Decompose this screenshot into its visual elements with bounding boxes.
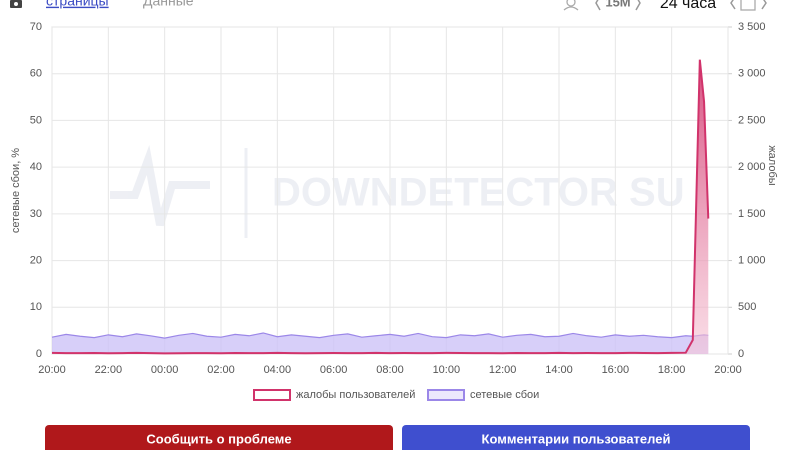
report-button-label[interactable]: Сообщить о проблеме	[146, 431, 291, 446]
y2-tick-label: 3 500	[738, 21, 766, 33]
calendar-icon[interactable]	[740, 0, 756, 11]
x-tick-label: 04:00	[264, 364, 292, 376]
x-tick-label: 20:00	[38, 364, 66, 376]
chart: DOWNDETECTOR SU 0 10 20 30 40 50 60 70 0 500 1 000 1…	[10, 21, 778, 401]
y2-tick-label: 3 000	[738, 68, 766, 80]
x-tick-label: 22:00	[95, 364, 123, 376]
y2-tick-label: 500	[738, 301, 756, 313]
y2-axis-label: жалобы	[766, 145, 778, 185]
comments-button-label[interactable]: Комментарии пользователей	[482, 431, 671, 446]
x-tick-label: 08:00	[376, 364, 404, 376]
chevron-right[interactable]	[635, 0, 641, 11]
legend-label: сетевые сбои	[470, 389, 539, 401]
y-tick-label: 70	[30, 21, 42, 33]
x-tick-label: 14:00	[545, 364, 573, 376]
y-tick-label: 60	[30, 68, 42, 80]
x-tick-label: 06:00	[320, 364, 348, 376]
series-line	[51, 332, 709, 339]
y-tick-label: 0	[36, 348, 42, 360]
series-line	[51, 59, 710, 355]
comments-button[interactable]	[402, 425, 750, 450]
x-tick-label: 02:00	[207, 364, 235, 376]
legend-swatch	[427, 389, 465, 401]
x-tick-label: 00:00	[151, 364, 179, 376]
legend-label: жалобы пользователей	[296, 389, 415, 401]
x-tick-label: 18:00	[658, 364, 686, 376]
legend-swatch	[253, 389, 291, 401]
user-icon[interactable]	[563, 0, 579, 11]
camera-icon[interactable]	[10, 0, 22, 8]
watermark-logo	[110, 145, 210, 227]
interval: 15M	[605, 0, 630, 9]
tab[interactable]: страницы	[46, 0, 109, 9]
tab[interactable]: Данные	[143, 0, 194, 9]
y2-tick-label: 1 000	[738, 254, 766, 266]
y2-tick-label: 1 500	[738, 208, 766, 220]
y2-tick-label: 2 000	[738, 161, 766, 173]
y-tick-label: 10	[30, 301, 42, 313]
x-tick-label: 10:00	[433, 364, 461, 376]
watermark: DOWNDETECTOR SU	[110, 145, 685, 238]
y-tick-label: 20	[30, 254, 42, 266]
x-tick-label: 16:00	[602, 364, 630, 376]
x-tick-label: 12:00	[489, 364, 517, 376]
x-tick-label: 20:00	[714, 364, 742, 376]
y-tick-label: 50	[30, 114, 42, 126]
y-axis-label: сетевые сбои, %	[10, 148, 22, 233]
chevron-right[interactable]	[761, 0, 767, 10]
y-tick-label: 40	[30, 161, 42, 173]
report-button[interactable]	[45, 425, 393, 450]
y2-tick-label: 0	[738, 348, 744, 360]
watermark-text: DOWNDETECTOR SU	[272, 171, 685, 215]
y2-tick-label: 2 500	[738, 114, 766, 126]
series-area	[52, 332, 709, 354]
y-tick-label: 30	[30, 208, 42, 220]
period-arrows[interactable]	[730, 0, 736, 10]
chevron-left[interactable]	[595, 0, 601, 11]
period[interactable]: 24 часа	[660, 0, 716, 12]
